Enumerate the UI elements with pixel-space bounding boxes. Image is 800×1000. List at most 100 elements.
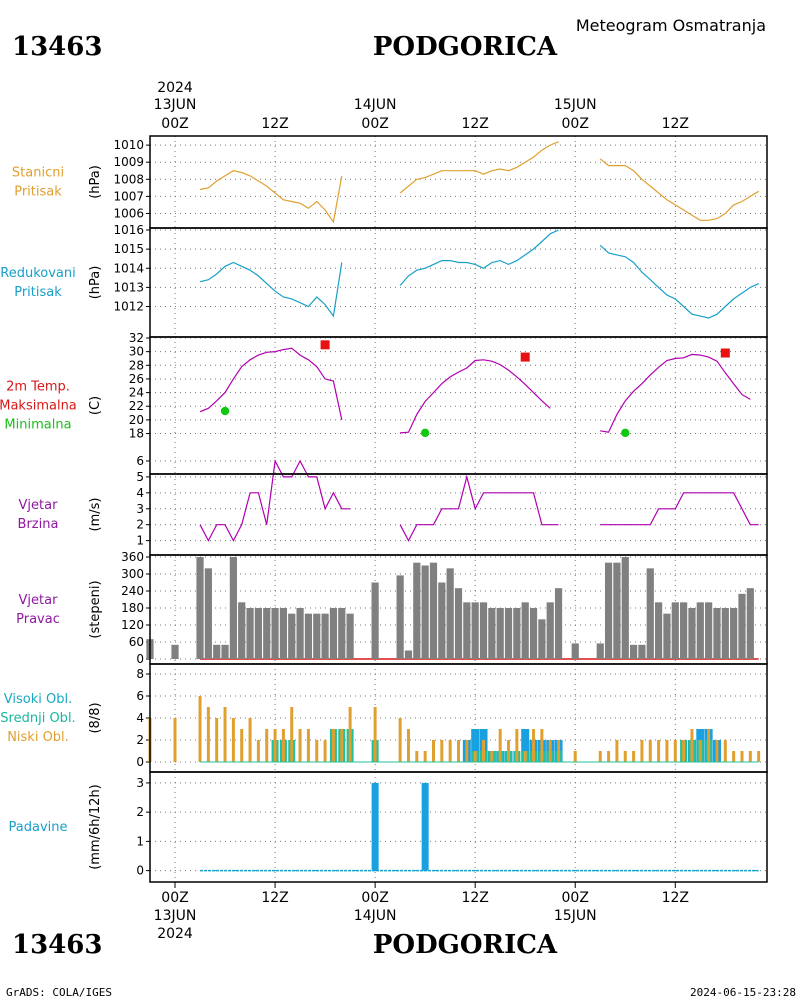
data-bar (463, 602, 471, 659)
data-bar (538, 619, 546, 659)
y-tick-label: 360 (121, 550, 144, 564)
low-cloud-bar (173, 718, 177, 762)
data-bar (479, 602, 488, 659)
station-id-bottom: 13463 (12, 930, 102, 960)
y-tick-label: 6 (136, 454, 144, 468)
data-bar (680, 602, 688, 659)
series-line (599, 158, 760, 221)
data-bar (338, 608, 346, 659)
y-tick-label: 1009 (113, 155, 144, 169)
y-tick-label: 300 (121, 567, 144, 581)
data-bar (604, 562, 613, 659)
low-cloud-bar (298, 729, 302, 762)
data-bar (413, 562, 421, 659)
top-axis-date: 15JUN (554, 97, 597, 113)
data-bar (705, 602, 713, 659)
data-bar (438, 582, 446, 659)
data-bar (313, 613, 321, 659)
data-bar (696, 602, 704, 659)
low-cloud-bar (632, 751, 636, 762)
y-axis-unit: (8/8) (88, 702, 103, 733)
data-bar (746, 588, 754, 659)
y-tick-label: 5 (136, 470, 144, 484)
y-tick-label: 20 (129, 413, 144, 427)
panel-frame (149, 771, 768, 883)
low-cloud-bar (607, 751, 611, 762)
data-bar (571, 643, 579, 659)
series-line (199, 347, 343, 421)
data-bar (688, 608, 696, 659)
data-bar (613, 562, 621, 659)
panel-label: Vjetar (19, 498, 59, 513)
low-cloud-bar (256, 740, 260, 762)
panel-frame (149, 336, 768, 475)
bottom-axis-hour: 12Z (461, 890, 488, 906)
y-tick-label: 1013 (113, 280, 144, 294)
low-cloud-bar (490, 751, 494, 762)
panel-label: Niski Obl. (7, 730, 69, 745)
y-tick-label: 1007 (113, 189, 144, 203)
panel-label: Srednji Obl. (0, 711, 75, 726)
y-tick-label: 18 (129, 427, 144, 441)
footer-credit: GrADS: COLA/IGES (6, 986, 112, 999)
high-cloud-bar (471, 729, 480, 762)
data-bar (171, 644, 179, 659)
low-cloud-bar (682, 740, 686, 762)
low-cloud-bar (707, 729, 711, 762)
low-cloud-bar (348, 707, 352, 762)
data-bar (629, 644, 638, 659)
data-bar (288, 613, 296, 659)
panel-precipitation: 0 1 2 3 (mm/6h/12h) Padavine (9, 771, 768, 883)
panel-frame (149, 135, 768, 229)
low-cloud-bar (415, 751, 419, 762)
series-line (600, 353, 751, 433)
low-cloud-bar (198, 696, 202, 762)
y-tick-label: 3 (136, 776, 144, 790)
panel-label: Pravac (16, 612, 60, 627)
min-temp-marker (420, 428, 430, 438)
data-bar (221, 644, 229, 659)
y-tick-label: 1010 (113, 138, 144, 152)
station-id-top: 13463 (12, 32, 102, 62)
series-line (399, 141, 559, 194)
data-bar (671, 602, 679, 659)
y-tick-label: 1014 (113, 261, 144, 275)
panel-label: Maksimalna (0, 399, 77, 414)
series-line (600, 492, 759, 526)
low-cloud-bar (690, 729, 694, 762)
y-axis-unit: (hPa) (88, 165, 103, 199)
data-bar (646, 568, 654, 659)
low-cloud-bar (482, 740, 486, 762)
y-tick-label: 2 (136, 733, 144, 747)
series-line (599, 244, 759, 319)
y-tick-label: 1006 (113, 206, 144, 220)
low-cloud-bar (331, 729, 335, 762)
panel-label: 2m Temp. (6, 380, 70, 395)
top-axis-hour: 12Z (461, 116, 488, 132)
panel-label: Brzina (18, 517, 59, 532)
y-tick-label: 0 (136, 755, 144, 769)
series-line (199, 170, 343, 224)
data-bar (371, 582, 379, 659)
low-cloud-bar (640, 740, 644, 762)
top-axis-date: 14JUN (354, 97, 397, 113)
y-tick-label: 2 (136, 518, 144, 532)
top-axis-hour: 12Z (662, 116, 689, 132)
data-bar (238, 602, 246, 659)
series-line (400, 359, 551, 434)
data-bar (346, 613, 354, 659)
panel-frame (149, 227, 768, 338)
y-tick-label: 3 (136, 502, 144, 516)
low-cloud-bar (648, 740, 652, 762)
data-bar (496, 608, 504, 659)
data-bar (396, 575, 404, 659)
low-cloud-bar (231, 718, 235, 762)
low-cloud-bar (515, 729, 519, 762)
y-tick-label: 120 (121, 618, 144, 632)
low-cloud-bar (423, 751, 427, 762)
data-bar (246, 608, 254, 659)
data-bar (446, 568, 454, 659)
low-cloud-bar (281, 729, 285, 762)
data-bar (554, 588, 563, 659)
